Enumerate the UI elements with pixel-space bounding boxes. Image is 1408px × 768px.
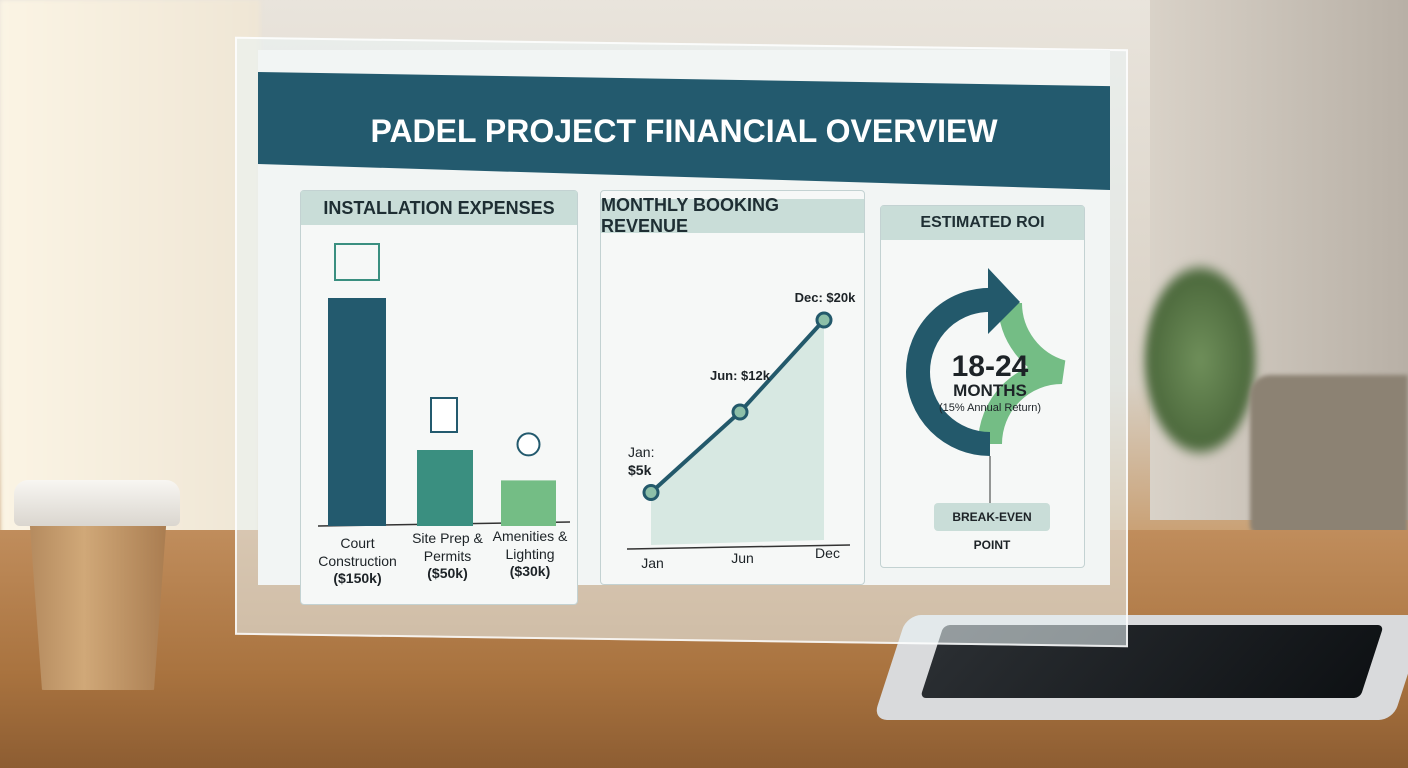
x-tick-jun: Jun: [731, 550, 754, 566]
x-tick-jan: Jan: [641, 555, 664, 571]
revenue-area: [651, 320, 824, 545]
break-even-badge: BREAK-EVEN POINT: [934, 503, 1050, 552]
data-label-dec: Dec: $20k: [794, 290, 856, 305]
roi-range: 18-24: [951, 350, 1029, 383]
data-label-jun: Jun: $12k: [710, 368, 770, 383]
roi-ring-dark: [905, 287, 996, 456]
card-title: INSTALLATION EXPENSES: [301, 191, 577, 225]
roi-unit: MONTHS: [953, 381, 1027, 400]
roi-annual-return: (15% Annual Return): [938, 402, 1042, 414]
x-axis: [626, 544, 851, 550]
arrow-head-icon: [988, 268, 1020, 334]
plant: [1140, 260, 1260, 460]
bar-label-court: Court Construction ($150k): [318, 535, 397, 586]
coffee-cup: [28, 500, 168, 690]
document-pen-icon: [430, 397, 458, 433]
point-jan: [642, 484, 660, 501]
card-title: ESTIMATED ROI: [881, 206, 1084, 240]
coffee-cup-lid: [14, 480, 180, 526]
point-dec: [815, 311, 833, 329]
bar-2: [501, 480, 556, 526]
bar-1: [417, 450, 473, 526]
roi-ring-light: [978, 302, 1066, 445]
bar-0: [328, 298, 386, 526]
x-tick-dec: Dec: [815, 545, 840, 561]
window-background: [0, 0, 260, 560]
padel-court-icon: [334, 243, 380, 281]
bar-label-site-prep: Site Prep & Permits ($50k): [412, 530, 483, 581]
bar-label-amenities: Amenities & Lighting ($30k): [492, 528, 568, 579]
lightbulb-icon: [516, 432, 541, 457]
chair: [1250, 375, 1408, 535]
card-title: MONTHLY BOOKING REVENUE: [601, 195, 864, 236]
point-jun: [731, 403, 749, 421]
data-label-jan: Jan: $5k: [628, 444, 655, 478]
